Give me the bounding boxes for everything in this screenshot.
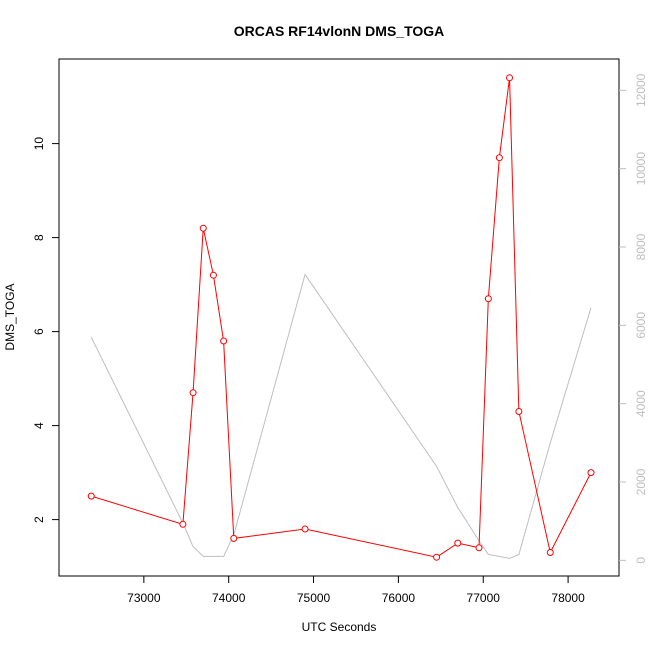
series-layer xyxy=(87,74,595,561)
x-tick-label-2: 75000 xyxy=(297,591,331,605)
data-point-11 xyxy=(484,295,492,303)
x-tick-label-3: 76000 xyxy=(382,591,416,605)
y2-tick-label-5: 10000 xyxy=(634,152,648,186)
y2-tick-label-2: 4000 xyxy=(634,390,648,417)
y-tick-label-2: 6 xyxy=(32,328,46,335)
data-point-14 xyxy=(515,408,523,415)
data-point-2 xyxy=(189,389,197,397)
data-point-10 xyxy=(475,544,483,552)
data-point-4 xyxy=(209,271,217,279)
y2-tick-label-0: 0 xyxy=(634,557,648,564)
y-tick-label-3: 8 xyxy=(32,234,46,241)
x-tick-label-1: 74000 xyxy=(212,591,246,605)
data-point-1 xyxy=(179,520,187,528)
y-tick-label-0: 2 xyxy=(32,516,46,523)
y2-tick-label-1: 2000 xyxy=(634,468,648,495)
data-point-5 xyxy=(220,337,228,345)
data-point-0 xyxy=(87,492,95,500)
data-point-7 xyxy=(301,525,309,533)
x-tick-label-4: 77000 xyxy=(467,591,501,605)
data-point-12 xyxy=(495,154,503,162)
data-point-16 xyxy=(587,469,595,477)
data-point-8 xyxy=(433,553,441,561)
x-axis: 73000 74000 75000 76000 77000 78000 xyxy=(127,576,585,605)
x-axis-label: UTC Seconds xyxy=(302,620,377,634)
y-tick-label-4: 10 xyxy=(32,137,46,151)
y-tick-label-1: 4 xyxy=(32,422,46,429)
y2-tick-label-4: 8000 xyxy=(634,233,648,260)
series-line-left xyxy=(91,77,592,558)
y2-tick-label-6: 12000 xyxy=(634,73,648,107)
y-axis-label: DMS_TOGA xyxy=(3,283,17,350)
y-axis-left: 2 4 6 8 10 xyxy=(32,137,59,523)
data-point-6 xyxy=(230,534,238,542)
data-point-13 xyxy=(506,74,514,82)
x-tick-label-5: 78000 xyxy=(551,591,585,605)
chart-title: ORCAS RF14vlonN DMS_TOGA xyxy=(234,23,445,39)
y-axis-right: 0 2000 4000 6000 8000 10000 12000 xyxy=(619,73,648,564)
data-point-9 xyxy=(454,539,462,547)
x-tick-label-0: 73000 xyxy=(127,591,161,605)
series-line-right xyxy=(90,273,592,559)
plot-box xyxy=(58,58,620,577)
data-point-3 xyxy=(199,224,207,232)
data-point-15 xyxy=(546,549,554,556)
y2-tick-label-3: 6000 xyxy=(634,312,648,339)
